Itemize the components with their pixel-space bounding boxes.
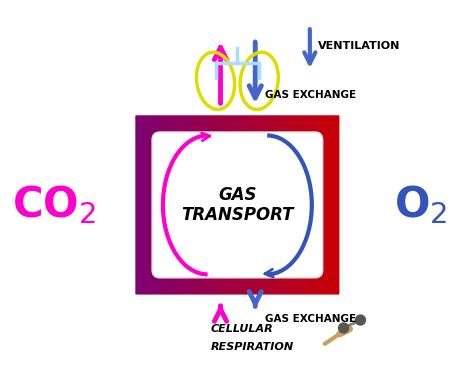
Bar (346, 108, 351, 302)
Bar (221, 108, 225, 302)
Text: CO$_2$: CO$_2$ (12, 184, 96, 226)
Bar (199, 108, 203, 302)
Bar (195, 108, 199, 302)
Bar (262, 108, 265, 302)
Bar (210, 108, 214, 302)
Bar (254, 108, 258, 302)
Bar (306, 108, 310, 302)
Bar (265, 108, 269, 302)
Bar (176, 108, 181, 302)
Text: GAS EXCHANGE: GAS EXCHANGE (265, 90, 356, 100)
Bar (250, 108, 255, 302)
Bar (313, 108, 318, 302)
Bar (191, 108, 195, 302)
Bar (128, 108, 132, 302)
Bar (280, 108, 284, 302)
Bar (228, 108, 232, 302)
Bar (184, 108, 188, 302)
Bar (336, 108, 339, 302)
Bar (162, 108, 165, 302)
Bar (146, 108, 151, 302)
Bar (343, 108, 347, 302)
Bar (150, 108, 155, 302)
FancyBboxPatch shape (152, 132, 323, 278)
Bar (202, 108, 206, 302)
Bar (139, 108, 144, 302)
Bar (143, 108, 147, 302)
Bar (273, 108, 277, 302)
Bar (283, 108, 288, 302)
Bar (246, 108, 251, 302)
Bar (206, 108, 210, 302)
Bar (324, 108, 328, 302)
Bar (276, 108, 281, 302)
Text: TRANSPORT: TRANSPORT (181, 206, 293, 224)
Bar (269, 108, 273, 302)
Bar (217, 108, 221, 302)
Text: RESPIRATION: RESPIRATION (210, 342, 294, 352)
Bar (287, 108, 292, 302)
Bar (165, 108, 169, 302)
Bar (158, 108, 162, 302)
Bar (213, 108, 218, 302)
Bar (291, 108, 295, 302)
Bar (320, 108, 325, 302)
Circle shape (338, 323, 348, 333)
Bar (132, 108, 136, 302)
Bar (239, 108, 243, 302)
Text: O$_2$: O$_2$ (394, 184, 448, 226)
Bar (136, 108, 140, 302)
Bar (258, 108, 262, 302)
Bar (295, 108, 299, 302)
Bar (299, 108, 302, 302)
Bar (232, 108, 236, 302)
Text: VENTILATION: VENTILATION (318, 41, 400, 51)
Text: GAS EXCHANGE: GAS EXCHANGE (265, 314, 356, 324)
Bar (328, 108, 332, 302)
Bar (302, 108, 306, 302)
Bar (236, 108, 240, 302)
Bar (173, 108, 177, 302)
Bar (169, 108, 173, 302)
Bar (187, 108, 191, 302)
Bar (339, 108, 343, 302)
Bar (310, 108, 314, 302)
Text: CELLULAR: CELLULAR (210, 324, 273, 334)
Bar (243, 108, 247, 302)
Bar (317, 108, 321, 302)
Bar (154, 108, 158, 302)
Circle shape (356, 315, 365, 325)
Bar (180, 108, 184, 302)
Bar (332, 108, 336, 302)
Text: GAS: GAS (218, 186, 256, 204)
Bar (224, 108, 228, 302)
